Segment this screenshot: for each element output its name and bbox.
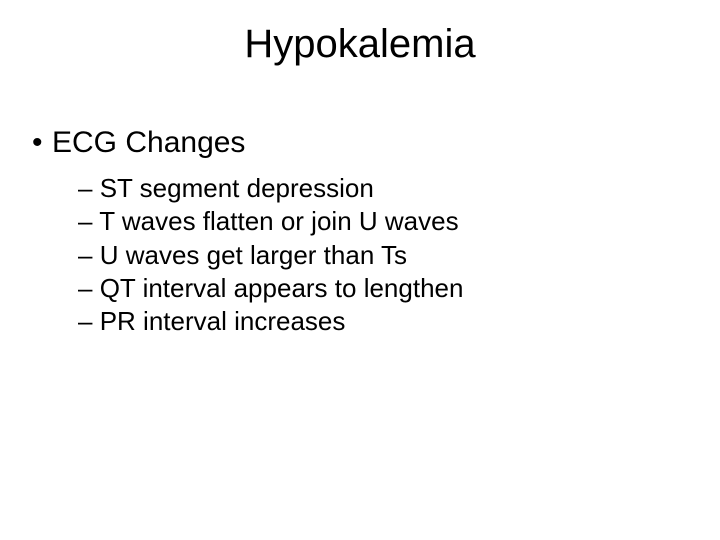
dash-icon: – xyxy=(78,305,92,338)
slide: Hypokalemia •ECG Changes – ST segment de… xyxy=(0,0,720,540)
level1-bullet-line: •ECG Changes xyxy=(32,126,245,160)
list-item-text: U waves get larger than Ts xyxy=(100,240,407,270)
list-item: – U waves get larger than Ts xyxy=(78,239,463,272)
dash-icon: – xyxy=(78,205,92,238)
dash-icon: – xyxy=(78,272,92,305)
list-item: – QT interval appears to lengthen xyxy=(78,272,463,305)
dash-icon: – xyxy=(78,172,92,205)
slide-title: Hypokalemia xyxy=(0,22,720,67)
dash-icon: – xyxy=(78,239,92,272)
list-item-text: ST segment depression xyxy=(100,173,374,203)
level1-text: ECG Changes xyxy=(52,126,245,159)
list-item: – PR interval increases xyxy=(78,305,463,338)
list-item: – ST segment depression xyxy=(78,172,463,205)
bullet-icon: • xyxy=(32,126,52,160)
list-item: – T waves flatten or join U waves xyxy=(78,205,463,238)
list-item-text: PR interval increases xyxy=(100,306,346,336)
list-item-text: T waves flatten or join U waves xyxy=(99,206,458,236)
level2-list: – ST segment depression – T waves flatte… xyxy=(78,172,463,338)
list-item-text: QT interval appears to lengthen xyxy=(100,273,464,303)
